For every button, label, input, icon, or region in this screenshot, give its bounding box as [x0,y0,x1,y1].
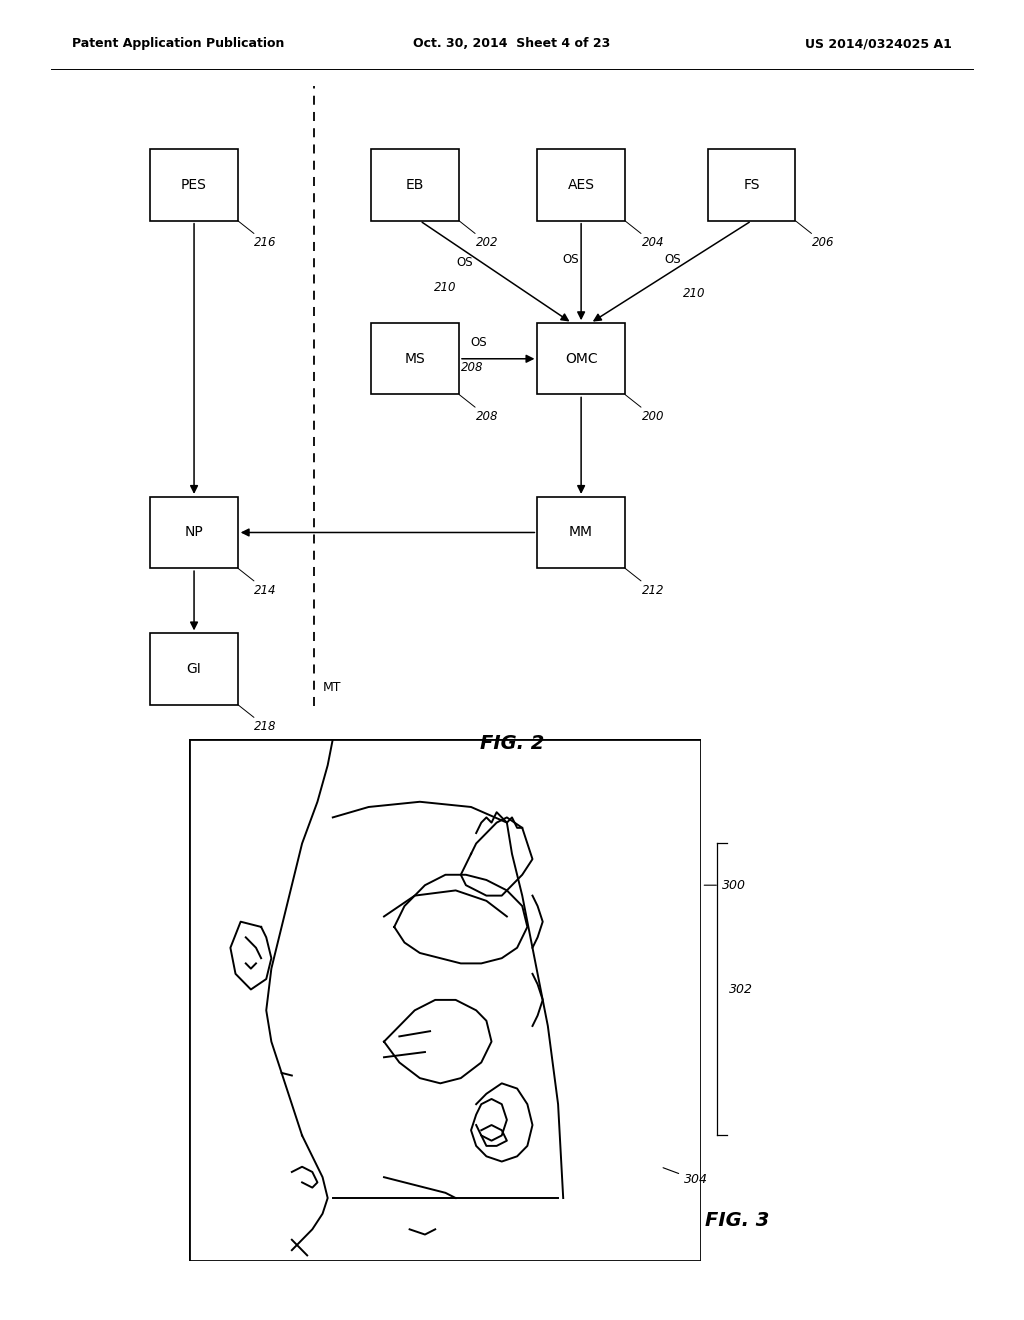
Text: 302: 302 [729,983,753,997]
FancyBboxPatch shape [538,496,625,568]
FancyBboxPatch shape [372,149,459,220]
FancyBboxPatch shape [151,149,238,220]
Text: 216: 216 [238,220,276,249]
Text: FIG. 3: FIG. 3 [706,1212,769,1230]
Text: 212: 212 [625,568,664,597]
Text: OS: OS [457,256,473,269]
Text: 214: 214 [238,568,276,597]
FancyBboxPatch shape [538,149,625,220]
Text: 202: 202 [459,220,498,249]
FancyBboxPatch shape [151,634,238,705]
Text: Patent Application Publication: Patent Application Publication [72,37,284,50]
Text: NP: NP [184,525,204,540]
Text: MM: MM [569,525,593,540]
Text: 218: 218 [238,705,276,733]
Text: MS: MS [404,351,426,366]
Text: 200: 200 [625,395,664,422]
Text: GI: GI [186,661,202,676]
FancyBboxPatch shape [708,149,796,220]
Text: FIG. 2: FIG. 2 [480,734,544,752]
FancyBboxPatch shape [538,323,625,395]
Text: OS: OS [471,337,487,350]
Text: 204: 204 [625,220,664,249]
Text: OMC: OMC [565,351,597,366]
Text: 300: 300 [705,879,745,892]
Text: 210: 210 [683,286,705,300]
Text: MT: MT [324,681,342,694]
Text: AES: AES [567,178,595,193]
Text: PES: PES [181,178,207,193]
Text: OS: OS [563,252,580,265]
Text: US 2014/0324025 A1: US 2014/0324025 A1 [806,37,952,50]
Text: FS: FS [743,178,760,193]
Text: 206: 206 [796,220,835,249]
Text: EB: EB [407,178,424,193]
Text: 208: 208 [459,395,498,422]
FancyBboxPatch shape [372,323,459,395]
Text: 210: 210 [434,281,456,293]
Text: Oct. 30, 2014  Sheet 4 of 23: Oct. 30, 2014 Sheet 4 of 23 [414,37,610,50]
FancyBboxPatch shape [151,496,238,568]
Text: 208: 208 [461,362,483,375]
Text: OS: OS [665,252,681,265]
Text: 304: 304 [664,1168,708,1187]
